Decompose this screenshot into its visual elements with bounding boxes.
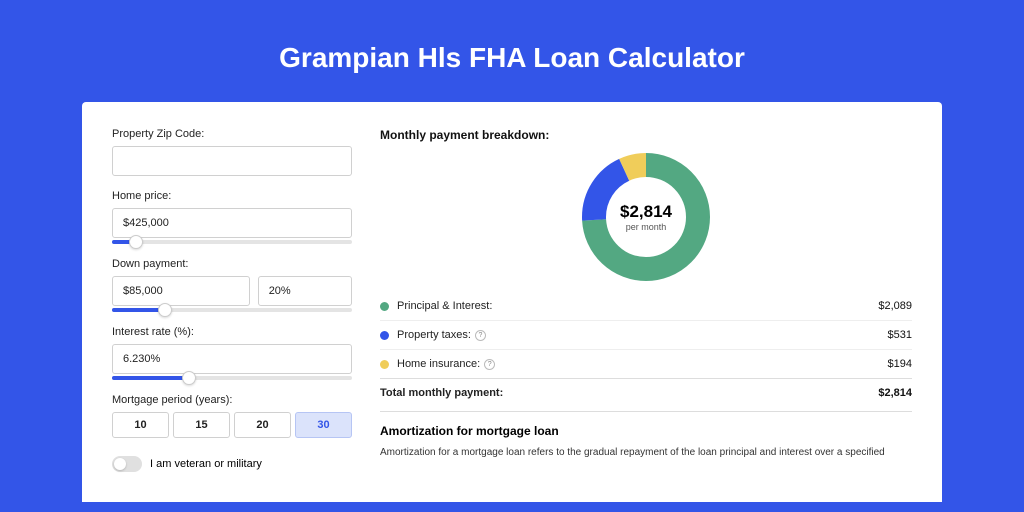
legend-row: Principal & Interest:$2,089 [380,300,912,320]
info-icon[interactable]: ? [484,359,495,370]
home-price-field: Home price: [112,190,352,244]
interest-field: Interest rate (%): [112,326,352,380]
legend-dot [380,360,389,369]
home-price-input[interactable] [112,208,352,238]
interest-label: Interest rate (%): [112,326,352,338]
period-field: Mortgage period (years): 10152030 [112,394,352,438]
legend-dot [380,302,389,311]
toggle-knob [114,458,126,470]
amortization-block: Amortization for mortgage loan Amortizat… [380,411,912,460]
down-payment-percent-input[interactable] [258,276,352,306]
veteran-row: I am veteran or military [112,456,352,472]
total-row: Total monthly payment: $2,814 [380,378,912,407]
donut-wrap: $2,814 per month [380,152,912,282]
amortization-text: Amortization for a mortgage loan refers … [380,446,912,460]
zip-input[interactable] [112,146,352,176]
legend-label: Principal & Interest: [397,300,878,312]
total-label: Total monthly payment: [380,387,878,399]
veteran-toggle[interactable] [112,456,142,472]
period-option-15[interactable]: 15 [173,412,230,438]
legend: Principal & Interest:$2,089Property taxe… [380,300,912,378]
interest-input[interactable] [112,344,352,374]
donut-amount: $2,814 [620,202,672,222]
donut-center: $2,814 per month [581,152,711,282]
form-panel: Property Zip Code: Home price: Down paym… [112,128,352,502]
calculator-card: Property Zip Code: Home price: Down paym… [82,102,942,502]
period-option-20[interactable]: 20 [234,412,291,438]
zip-field: Property Zip Code: [112,128,352,176]
zip-label: Property Zip Code: [112,128,352,140]
info-icon[interactable]: ? [475,330,486,341]
period-label: Mortgage period (years): [112,394,352,406]
veteran-label: I am veteran or military [150,458,262,470]
period-options: 10152030 [112,412,352,438]
breakdown-title: Monthly payment breakdown: [380,128,912,142]
page-title: Grampian Hls FHA Loan Calculator [279,42,745,74]
page-root: Grampian Hls FHA Loan Calculator Propert… [0,0,1024,512]
legend-label: Home insurance: ? [397,358,888,370]
legend-row: Home insurance: ?$194 [380,349,912,378]
breakdown-panel: Monthly payment breakdown: $2,814 per mo… [380,128,912,502]
legend-value: $531 [888,329,912,341]
donut-chart: $2,814 per month [581,152,711,282]
legend-dot [380,331,389,340]
legend-value: $194 [888,358,912,370]
period-option-10[interactable]: 10 [112,412,169,438]
home-price-slider[interactable] [112,240,352,244]
period-option-30[interactable]: 30 [295,412,352,438]
down-payment-amount-input[interactable] [112,276,250,306]
legend-row: Property taxes: ?$531 [380,320,912,349]
legend-label: Property taxes: ? [397,329,888,341]
donut-sub: per month [626,222,667,232]
home-price-label: Home price: [112,190,352,202]
down-payment-label: Down payment: [112,258,352,270]
down-payment-slider[interactable] [112,308,352,312]
down-payment-field: Down payment: [112,258,352,312]
interest-slider[interactable] [112,376,352,380]
legend-value: $2,089 [878,300,912,312]
amortization-title: Amortization for mortgage loan [380,424,912,438]
total-value: $2,814 [878,387,912,399]
